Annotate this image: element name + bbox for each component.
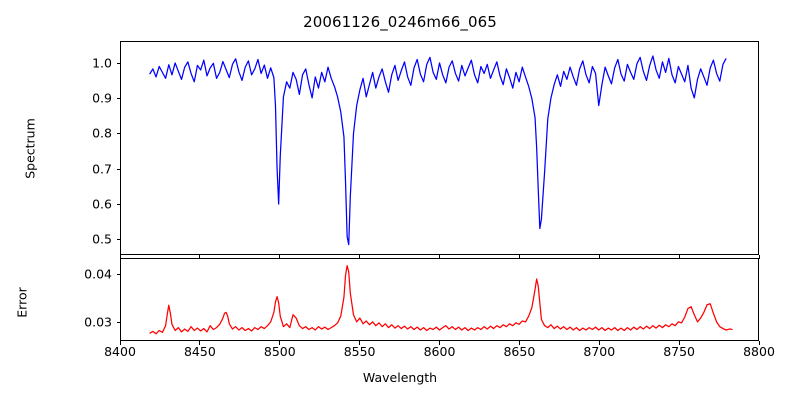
- x-tick-mark-spectrum: [438, 255, 440, 259]
- x-tick-label: 8750: [663, 344, 695, 359]
- spectrum-ytick-mark: [116, 62, 120, 64]
- x-tick-label: 8500: [263, 344, 296, 359]
- x-tick-mark: [359, 341, 361, 345]
- spectrum-ytick-label: 0.7: [92, 161, 112, 177]
- figure-title: 20061126_0246m66_065: [303, 13, 497, 31]
- spectrum-ytick-label: 0.8: [92, 125, 112, 141]
- x-tick-mark: [279, 341, 281, 345]
- spectrum-ytick-mark: [116, 98, 120, 100]
- error-ytick-mark: [116, 322, 120, 324]
- spectrum-y-axis-label: Spectrum: [22, 118, 38, 179]
- x-tick-label: 8550: [343, 344, 376, 359]
- x-tick-mark: [678, 341, 680, 345]
- x-tick-mark: [438, 341, 440, 345]
- spectrum-ytick-label: 0.9: [92, 90, 112, 106]
- x-tick-label: 8800: [743, 344, 775, 359]
- spectrum-series: [121, 42, 758, 254]
- error-series: [121, 259, 758, 340]
- spectrum-ytick-label: 1.0: [92, 55, 112, 71]
- spectrum-ytick-mark: [116, 168, 120, 170]
- error-ytick-label: 0.04: [84, 266, 112, 282]
- x-tick-mark-spectrum: [598, 255, 600, 259]
- error-panel: [120, 258, 759, 341]
- x-tick-mark-spectrum: [518, 255, 520, 259]
- x-tick-mark-spectrum: [359, 255, 361, 259]
- spectrum-ytick-mark: [116, 239, 120, 241]
- x-axis-label: Wavelength: [362, 370, 438, 385]
- x-tick-mark: [518, 341, 520, 345]
- x-tick-mark-spectrum: [678, 255, 680, 259]
- x-tick-mark: [119, 341, 121, 345]
- spectrum-ytick-mark: [116, 203, 120, 205]
- x-tick-label: 8450: [183, 344, 216, 359]
- x-tick-mark-spectrum: [279, 255, 281, 259]
- x-tick-label: 8600: [423, 344, 456, 359]
- spectrum-panel: [120, 41, 759, 255]
- x-tick-label: 8650: [503, 344, 536, 359]
- x-tick-label: 8700: [583, 344, 616, 359]
- x-tick-mark: [758, 341, 760, 345]
- spectrum-ytick-label: 0.5: [92, 231, 112, 247]
- spectrum-ytick-label: 0.6: [92, 196, 112, 212]
- x-tick-mark-spectrum: [758, 255, 760, 259]
- x-tick-mark-spectrum: [119, 255, 121, 259]
- error-y-axis-label: Error: [14, 287, 30, 318]
- x-tick-mark: [598, 341, 600, 345]
- x-tick-mark-spectrum: [199, 255, 201, 259]
- spectrum-ytick-mark: [116, 133, 120, 135]
- error-ytick-mark: [116, 273, 120, 275]
- x-tick-label: 8400: [104, 344, 136, 359]
- x-tick-mark: [199, 341, 201, 345]
- error-ytick-label: 0.03: [84, 314, 112, 330]
